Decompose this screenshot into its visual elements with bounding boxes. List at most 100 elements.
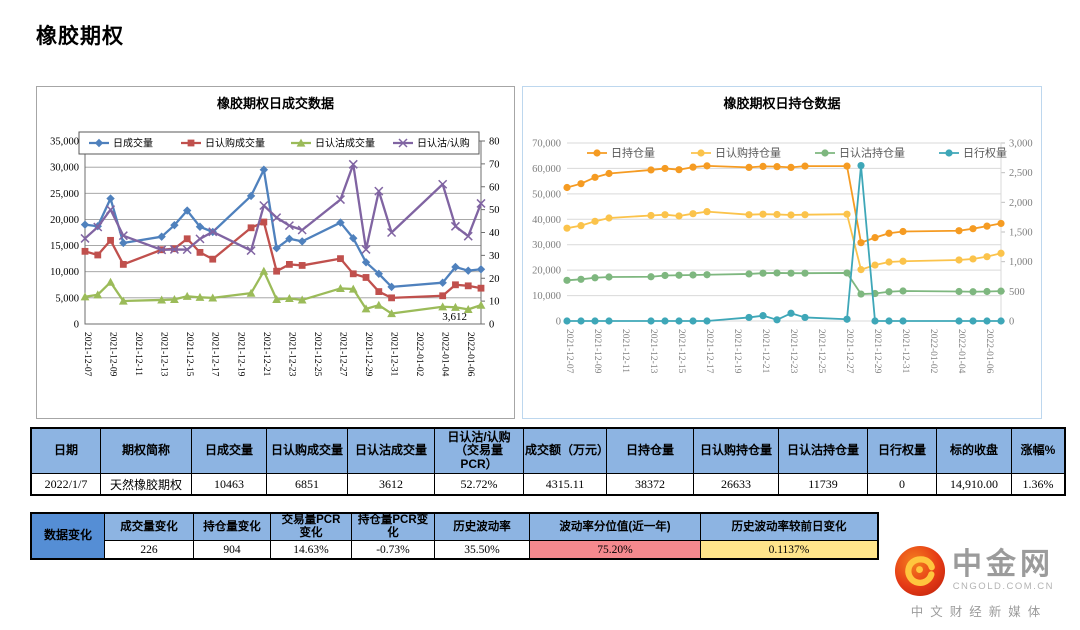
table1-value-cell: 10463 xyxy=(191,473,267,496)
table2-header-cell: 持仓量变化 xyxy=(193,512,271,541)
legend-label: 日认沽/认购 xyxy=(417,137,470,150)
legend-label: 日认沽持仓量 xyxy=(839,146,905,160)
table2-header-cell: 交易量PCR 变化 xyxy=(270,512,352,541)
x-axis-tick: 2022-01-04 xyxy=(956,329,966,374)
table1-value-cell: 14,910.00 xyxy=(936,473,1012,496)
table1-value-cell: 天然橡胶期权 xyxy=(100,473,192,496)
x-axis-tick: 2021-12-21 xyxy=(261,332,271,377)
legend-label: 日行权量 xyxy=(963,147,1007,160)
x-axis-tick: 2022-01-04 xyxy=(440,332,450,377)
cngold-logo: 中金网 CNGOLD.COM.CN 中文财经新媒体 xyxy=(894,545,1064,620)
table1-value-cell: 11739 xyxy=(778,473,868,496)
x-axis-tick: 2021-12-25 xyxy=(312,332,322,377)
table2-value-cell: 226 xyxy=(104,540,194,560)
legend: 日持仓量 日认购持仓量 日认沽持仓量 日行权量 xyxy=(587,146,1007,160)
page-title: 橡胶期权 xyxy=(36,25,124,48)
y-axis-left-tick: 10,000 xyxy=(50,267,79,278)
y-axis-left-tick: 40,000 xyxy=(532,215,561,226)
chart-daily-volume: 橡胶期权日成交数据 0 5,000 10,000 15,000 20,000 25,000 3… xyxy=(36,86,515,419)
x-axis-tick: 2021-12-09 xyxy=(592,329,602,374)
table1-header-cell: 成交额（万元） xyxy=(523,427,607,474)
y-axis-left-tick: 15,000 xyxy=(50,241,79,252)
y-axis-right-tick: 0 xyxy=(1009,317,1014,328)
logo-gold-dot xyxy=(916,566,923,574)
y-axis-right-tick: 20 xyxy=(489,274,500,285)
y-axis-right-tick: 1,000 xyxy=(1009,257,1033,268)
table2-value-cell: -0.73% xyxy=(351,540,435,560)
series-日持仓量 xyxy=(563,162,1005,247)
x-axis-tick: 2022-01-06 xyxy=(465,332,475,377)
table1-value-cell: 26633 xyxy=(693,473,779,496)
y-axis-right-tick: 0 xyxy=(489,320,494,331)
x-axis-tick: 2022-01-02 xyxy=(414,332,424,377)
legend-label: 日认沽成交量 xyxy=(315,137,375,150)
table2-value-cell: 14.63% xyxy=(270,540,352,560)
data-label-annotation: 3,612 xyxy=(442,311,467,323)
daily-volume-chart: 橡胶期权日成交数据 0 5,000 10,000 15,000 20,000 25,000 3… xyxy=(50,96,500,377)
y-axis-right-tick: 3,000 xyxy=(1009,139,1033,150)
table1-header-cell: 日认购成交量 xyxy=(266,427,348,474)
chart-title: 橡胶期权日成交数据 xyxy=(217,96,334,111)
table2-corner-cell: 数据变化 xyxy=(30,512,105,560)
table2-header-cell: 成交量变化 xyxy=(104,512,194,541)
x-axis-tick: 2021-12-09 xyxy=(108,332,118,377)
y-axis-left-tick: 0 xyxy=(74,320,79,331)
table1-value-cell: 6851 xyxy=(266,473,348,496)
table1-value-cell: 2022/1/7 xyxy=(30,473,101,496)
y-axis-right-tick: 30 xyxy=(489,251,500,262)
x-axis-tick: 2021-12-21 xyxy=(760,329,770,374)
table1-header-cell: 日认沽/认购 （交易量 PCR） xyxy=(434,427,524,474)
legend-label: 日持仓量 xyxy=(611,146,655,160)
table1-header-cell: 期权简称 xyxy=(100,427,192,474)
series-日认沽持仓量 xyxy=(563,269,1005,298)
series-日认沽成交量 xyxy=(80,266,486,318)
y-axis-left-tick: 25,000 xyxy=(50,189,79,200)
y-axis-right-tick: 80 xyxy=(489,137,500,148)
table2-value-cell: 0.1137% xyxy=(700,540,879,560)
series-日行权量 xyxy=(563,161,1005,325)
legend-label: 日认购成交量 xyxy=(205,137,265,150)
table1-value-cell: 52.72% xyxy=(434,473,524,496)
table1-header-cell: 日成交量 xyxy=(191,427,267,474)
x-axis-tick: 2021-12-27 xyxy=(844,329,854,374)
y-axis-right-tick: 40 xyxy=(489,228,500,239)
y-axis-right-tick: 10 xyxy=(489,297,500,308)
chart-title: 橡胶期权日持仓数据 xyxy=(723,96,840,111)
x-axis-tick: 2021-12-23 xyxy=(788,329,798,374)
table1-header-cell: 日行权量 xyxy=(867,427,937,474)
x-axis-tick: 2022-01-02 xyxy=(928,329,938,374)
y-axis-left-tick: 0 xyxy=(556,317,561,328)
y-axis-right-tick: 500 xyxy=(1009,287,1025,298)
x-axis-tick: 2021-12-17 xyxy=(210,332,220,377)
table1-header-cell: 日认沽持仓量 xyxy=(778,427,868,474)
table1-value-cell: 0 xyxy=(867,473,937,496)
logo-url-text: CNGOLD.COM.CN xyxy=(952,581,1054,592)
y-axis-left-tick: 60,000 xyxy=(532,164,561,175)
table2-value-cell: 75.20% xyxy=(529,540,701,560)
y-axis-left-tick: 30,000 xyxy=(532,240,561,251)
table1-value-cell: 38372 xyxy=(606,473,694,496)
daily-data-table: 日期 期权简称 日成交量 日认购成交量 日认沽成交量 日认沽/认购 （交易量 PCR） 成交… xyxy=(30,427,1066,496)
table1-value-cell: 1.36% xyxy=(1011,473,1066,496)
data-changes-table: 数据变化 成交量变化 持仓量变化 交易量PCR 变化 持仓量PCR变 化历史波动率 波动率… xyxy=(30,512,879,560)
x-axis-tick: 2021-12-13 xyxy=(648,329,658,374)
y-axis-left-tick: 30,000 xyxy=(50,163,79,174)
table2-header-cell: 持仓量PCR变 化 xyxy=(351,512,435,541)
gridlines xyxy=(567,142,1001,322)
daily-open-interest-chart: 橡胶期权日持仓数据 0 10,000 20,000 30,000 40,000 50,000… xyxy=(532,96,1033,374)
y-axis-left-tick: 5,000 xyxy=(55,293,79,304)
table1-header-cell: 日期 xyxy=(30,427,101,474)
chart-daily-open-interest: 橡胶期权日持仓数据 0 10,000 20,000 30,000 40,000 50,000… xyxy=(522,86,1042,419)
series-日认沽/认购 xyxy=(80,159,486,256)
x-axis-tick: 2021-12-19 xyxy=(732,329,742,374)
x-axis-tick: 2021-12-31 xyxy=(389,332,399,377)
table2-value-cell: 35.50% xyxy=(434,540,530,560)
y-axis-left-tick: 35,000 xyxy=(50,137,79,148)
legend-label: 日成交量 xyxy=(113,137,153,150)
table1-header-cell: 日认购持仓量 xyxy=(693,427,779,474)
charts-row: 橡胶期权日成交数据 0 5,000 10,000 15,000 20,000 25,000 3… xyxy=(36,86,1042,419)
y-axis-left-tick: 20,000 xyxy=(532,266,561,277)
series-日认购成交量 xyxy=(81,218,485,302)
y-axis-left-tick: 50,000 xyxy=(532,189,561,200)
